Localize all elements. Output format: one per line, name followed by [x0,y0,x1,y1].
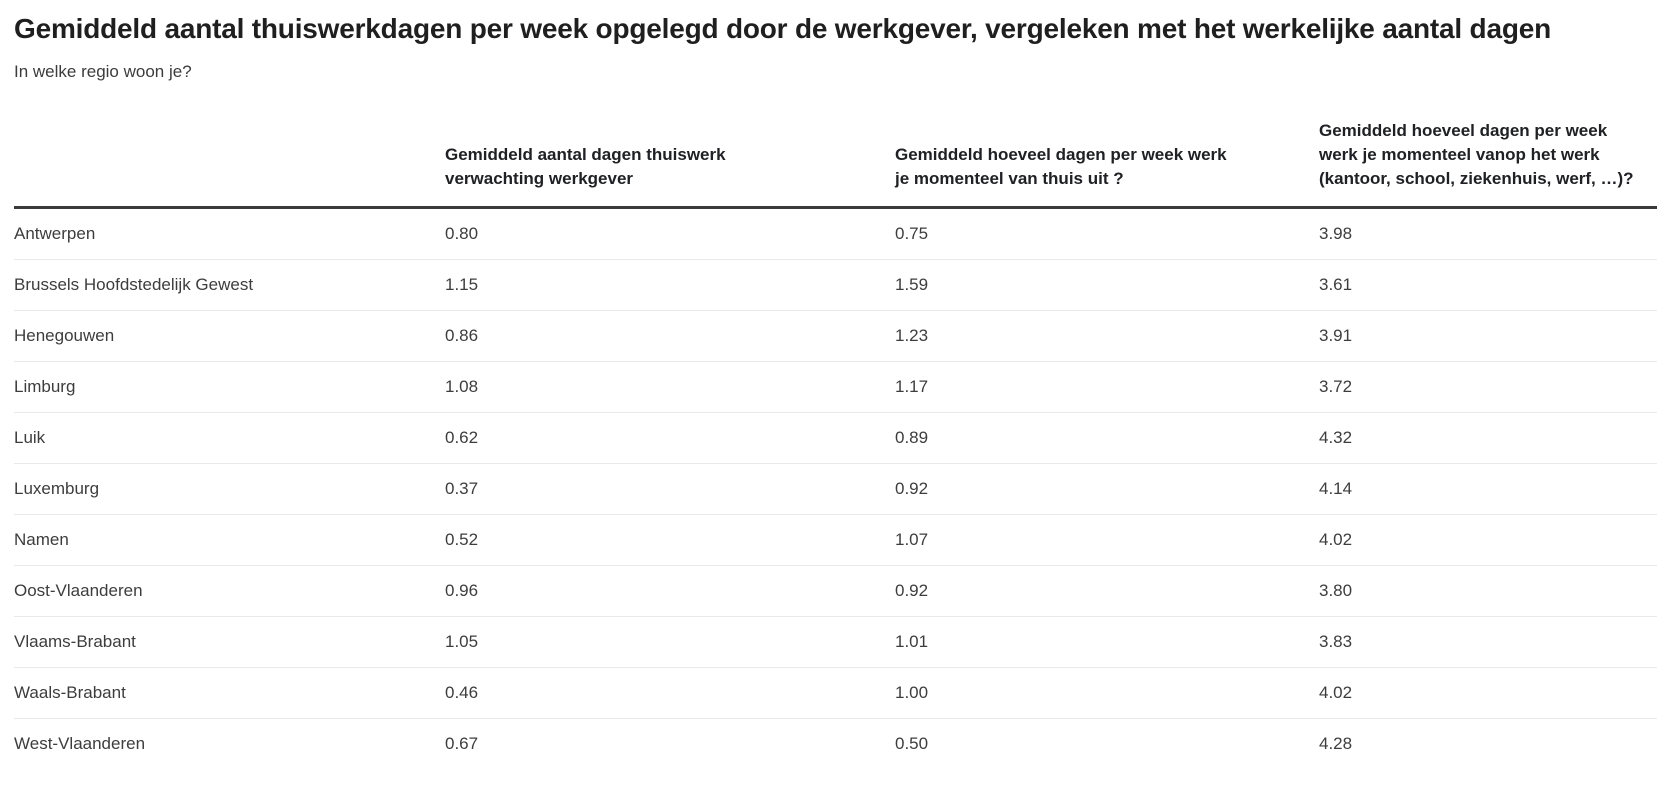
header-row: Gemiddeld aantal dagen thuiswerk verwach… [14,83,1657,210]
region-cell: Antwerpen [14,207,445,261]
table-body: Antwerpen 0.80 0.75 3.98 Brussels Hoofdstede… [14,207,1657,770]
column-header-actual-wfh: Gemiddeld hoeveel dagen per week werk je… [895,83,1319,210]
region-cell: Luxemburg [14,463,445,516]
value-cell: 1.17 [895,361,1319,414]
value-cell: 0.37 [445,463,895,516]
table-row: Luxemburg 0.37 0.92 4.14 [14,463,1657,516]
value-cell: 3.61 [1319,259,1657,312]
table-row: Henegouwen 0.86 1.23 3.91 [14,310,1657,363]
value-cell: 0.96 [445,565,895,618]
region-cell: West-Vlaanderen [14,734,146,754]
value-cell: 0.46 [445,667,895,720]
value-cell: 0.62 [445,412,895,465]
table-row: West-Vlaanderen 0.67 0.50 4.28 [14,719,1657,770]
table-row: Limburg 1.08 1.17 3.72 [14,361,1657,414]
value-cell: 1.23 [895,310,1319,363]
value-cell: 0.67 [445,734,479,754]
value-cell: 0.92 [895,565,1319,618]
region-cell: Vlaams-Brabant [14,616,445,669]
value-cell: 3.72 [1319,361,1657,414]
region-cell: Limburg [14,361,445,414]
column-header-region [14,83,445,210]
table-row: Luik 0.62 0.89 4.32 [14,412,1657,465]
value-cell: 3.98 [1319,207,1657,261]
value-cell: 3.91 [1319,310,1657,363]
region-cell: Waals-Brabant [14,667,445,720]
value-cell: 0.86 [445,310,895,363]
value-cell: 1.08 [445,361,895,414]
table-row: Vlaams-Brabant 1.05 1.01 3.83 [14,616,1657,669]
value-cell: 0.50 [895,734,929,754]
value-cell: 1.00 [895,667,1319,720]
value-cell: 0.52 [445,514,895,567]
page-title: Gemiddeld aantal thuiswerkdagen per week… [14,13,1552,44]
value-cell: 3.83 [1319,616,1657,669]
table-row: Antwerpen 0.80 0.75 3.98 [14,207,1657,261]
value-cell: 1.59 [895,259,1319,312]
value-cell: 0.92 [895,463,1319,516]
value-cell: 4.02 [1319,514,1657,567]
table-row: Oost-Vlaanderen 0.96 0.92 3.80 [14,565,1657,618]
column-header-expected-wfh: Gemiddeld aantal dagen thuiswerk verwach… [445,83,895,210]
region-cell: Oost-Vlaanderen [14,565,445,618]
region-cell: Brussels Hoofdstedelijk Gewest [14,259,445,312]
value-cell: 3.80 [1319,565,1657,618]
value-cell: 0.89 [895,412,1319,465]
page-subtitle: In welke regio woon je? [14,62,192,82]
results-table: Gemiddeld aantal dagen thuiswerk verwach… [14,83,1657,769]
value-cell: 0.75 [895,207,1319,261]
value-cell: 1.01 [895,616,1319,669]
results-page: Gemiddeld aantal thuiswerkdagen per week… [14,13,1657,769]
value-cell: 1.07 [895,514,1319,567]
table-row: Namen 0.52 1.07 4.02 [14,514,1657,567]
value-cell: 4.32 [1319,412,1657,465]
table-row: Waals-Brabant 0.46 1.00 4.02 [14,667,1657,720]
value-cell: 0.80 [445,207,895,261]
column-header-onsite: Gemiddeld hoeveel dagen per week werk je… [1319,83,1657,210]
value-cell: 1.15 [445,259,895,312]
value-cell: 4.28 [1319,734,1353,754]
region-cell: Henegouwen [14,310,445,363]
table-row: Brussels Hoofdstedelijk Gewest 1.15 1.59 3.… [14,259,1657,312]
value-cell: 4.02 [1319,667,1657,720]
region-cell: Namen [14,514,445,567]
value-cell: 4.14 [1319,463,1657,516]
region-cell: Luik [14,412,445,465]
table-header: Gemiddeld aantal dagen thuiswerk verwach… [14,83,1657,210]
value-cell: 1.05 [445,616,895,669]
